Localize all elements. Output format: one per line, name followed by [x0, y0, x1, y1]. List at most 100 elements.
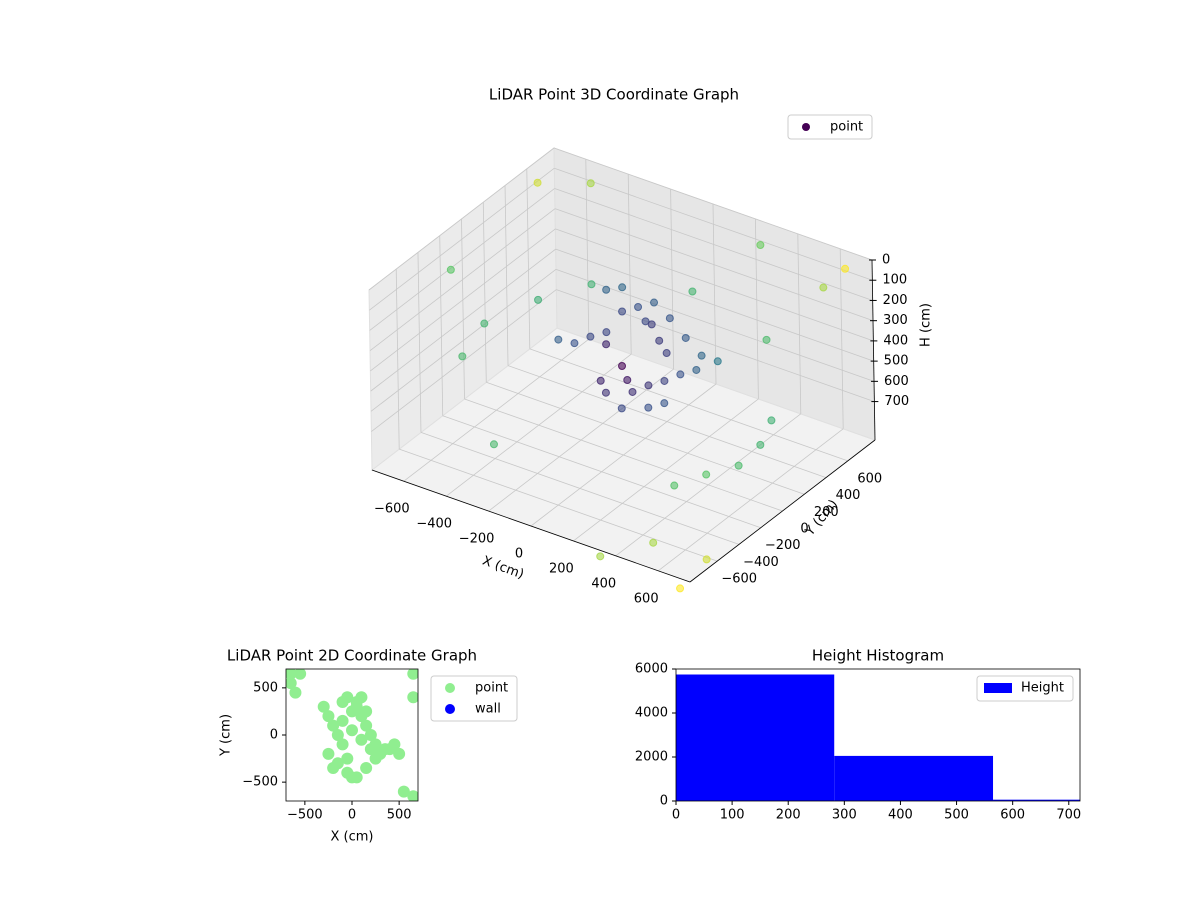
axis-line: [371, 469, 691, 583]
x-tick-label: 200: [776, 808, 801, 823]
grid-line: [504, 185, 509, 366]
point: [665, 314, 674, 323]
y-tick-label: 6000: [635, 662, 668, 677]
grid-line: [670, 189, 674, 370]
x-tick-label: 400: [591, 576, 616, 591]
point: [655, 336, 664, 345]
y-tick-label: 0: [270, 728, 278, 743]
legend-label: wall: [475, 702, 501, 717]
point: [360, 762, 373, 774]
grid-line: [554, 167, 873, 281]
grid-line: [529, 348, 848, 462]
point: [360, 719, 373, 732]
point: [355, 691, 368, 704]
point: [286, 669, 297, 680]
point: [756, 240, 765, 249]
point: [336, 714, 349, 727]
grid-line: [464, 398, 783, 512]
point: [602, 328, 611, 337]
y-tick-label: 4000: [635, 706, 668, 721]
point: [644, 381, 653, 390]
point: [767, 416, 776, 425]
point: [697, 351, 706, 360]
point: [670, 481, 679, 490]
chart-title: LiDAR Point 3D Coordinate Graph: [489, 86, 739, 104]
grid-line: [627, 174, 632, 355]
point: [341, 691, 354, 704]
point: [554, 335, 563, 344]
legend-label: Height: [1021, 681, 1064, 696]
point: [533, 178, 542, 187]
point: [660, 376, 669, 385]
legend-marker: [445, 683, 455, 693]
y-tick-label: −200: [765, 538, 801, 553]
grid-line: [712, 203, 717, 385]
legend-marker: [445, 704, 455, 714]
chart-2d: point wall −500 0 500 −500 0 500 X (cm) Y (cm) LiD…: [219, 647, 518, 845]
chart-title: LiDAR Point 2D Coordinate Graph: [227, 647, 477, 665]
point: [676, 584, 685, 593]
y-tick-label: 0: [660, 794, 668, 809]
legend-label: point: [475, 681, 508, 696]
y-tick-label: −400: [743, 555, 779, 570]
x-tick-label: 500: [944, 808, 969, 823]
point: [446, 265, 455, 274]
z-tick-label: 200: [883, 293, 908, 308]
grid-line: [420, 432, 740, 545]
grid-line: [526, 168, 531, 349]
legend-marker: [802, 123, 810, 131]
grid-line: [369, 167, 555, 311]
point: [586, 332, 595, 341]
point: [650, 298, 659, 307]
x-tick-label: −400: [416, 517, 452, 532]
points: [286, 669, 418, 801]
point: [662, 349, 671, 358]
point: [397, 785, 410, 798]
point: [458, 352, 467, 361]
point: [383, 743, 396, 756]
point: [596, 376, 605, 385]
x-tick-label: 100: [720, 808, 745, 823]
z-tick-label: 700: [884, 394, 909, 409]
point: [756, 440, 765, 449]
point: [534, 295, 543, 304]
point: [586, 179, 595, 188]
axis-line: [689, 439, 876, 583]
legend-box: [430, 675, 518, 722]
point: [587, 280, 596, 289]
point: [360, 705, 373, 718]
z-tick-label: 500: [884, 354, 909, 369]
y-tick-label: 400: [836, 488, 861, 503]
point: [341, 752, 354, 765]
bars: [676, 674, 1080, 801]
point: [702, 555, 711, 564]
grid-line: [554, 208, 874, 322]
x-tick-label: 0: [672, 808, 680, 823]
point: [289, 686, 302, 699]
x-tick-label: −500: [287, 808, 323, 823]
point: [480, 319, 489, 328]
bar: [834, 755, 994, 801]
grid-line: [399, 448, 718, 562]
point: [294, 669, 307, 680]
point: [713, 357, 722, 366]
point: [819, 283, 828, 292]
legend-label: point: [830, 120, 863, 135]
chart-title: Height Histogram: [812, 647, 944, 665]
grid-line: [755, 218, 759, 399]
grid-line: [482, 202, 487, 383]
grid-line: [369, 208, 556, 351]
x-tick-label: 600: [1000, 808, 1025, 823]
grid-line: [555, 228, 874, 342]
point: [647, 320, 656, 329]
point: [644, 403, 653, 412]
point: [489, 440, 498, 449]
point: [317, 700, 330, 713]
point: [322, 747, 335, 760]
point: [681, 333, 690, 342]
grid-line: [439, 235, 444, 416]
grid-line: [370, 228, 556, 372]
x-tick-label: 700: [1056, 808, 1081, 823]
grid-line: [461, 218, 465, 400]
